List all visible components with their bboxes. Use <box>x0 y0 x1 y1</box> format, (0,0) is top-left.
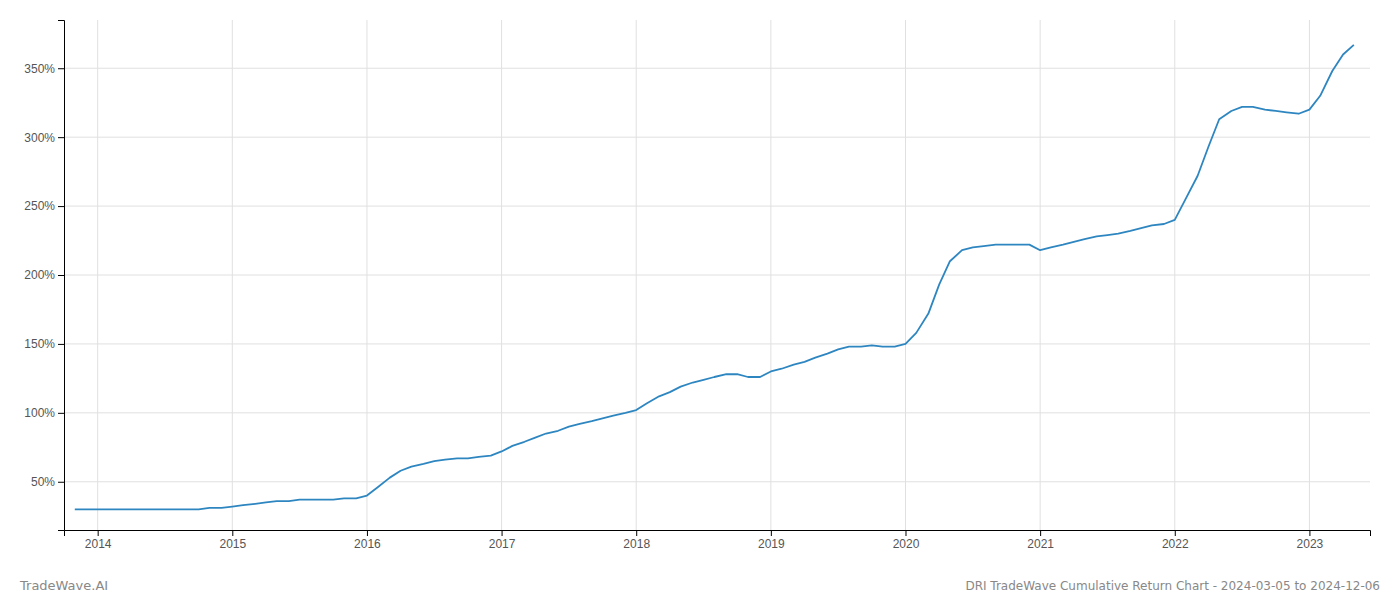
tick-mark <box>58 413 64 414</box>
tick-mark <box>636 530 637 536</box>
tick: 2018 <box>623 530 650 551</box>
tick-mark <box>1040 530 1041 536</box>
tick: 2021 <box>1027 530 1054 551</box>
x-axis: 2014 2015 2016 2017 2018 2019 2020 2021 2022 2023 <box>65 530 1371 551</box>
tick-label: 2015 <box>219 537 246 551</box>
tick-label: 250% <box>24 199 55 213</box>
title: DRI TradeWave Cumulative Return Chart - … <box>965 579 1380 593</box>
tick-mark <box>1309 530 1310 536</box>
grid-line <box>97 20 98 530</box>
axis-line <box>65 531 1371 537</box>
grid-line <box>366 20 367 530</box>
tick-label: 50% <box>31 475 55 489</box>
tick: 350% <box>24 62 64 76</box>
tick-mark <box>1175 530 1176 536</box>
tick-mark <box>58 344 64 345</box>
grid-line <box>232 20 233 530</box>
grid-line <box>64 343 1370 344</box>
line <box>75 45 1354 510</box>
tick: 150% <box>24 337 64 351</box>
grid-line <box>64 481 1370 482</box>
tick-label: 2022 <box>1162 537 1189 551</box>
tick-mark <box>58 206 64 207</box>
tick-label: 200% <box>24 268 55 282</box>
tick: 2014 <box>85 530 112 551</box>
grid-line <box>1174 20 1175 530</box>
grid-line <box>64 412 1370 413</box>
grid-line <box>64 137 1370 138</box>
tick: 2022 <box>1162 530 1189 551</box>
tick: 2017 <box>489 530 516 551</box>
tick-mark <box>367 530 368 536</box>
tick-label: 100% <box>24 406 55 420</box>
tick-label: 2014 <box>85 537 112 551</box>
tick-mark <box>98 530 99 536</box>
grid-line <box>636 20 637 530</box>
tick-label: 2017 <box>489 537 516 551</box>
tick-mark <box>58 275 64 276</box>
tick: 2019 <box>758 530 785 551</box>
grid-line <box>905 20 906 530</box>
tick-mark <box>58 482 64 483</box>
annotation: TradeWave.AI <box>19 578 108 593</box>
tick: 2015 <box>219 530 246 551</box>
tick-mark <box>58 137 64 138</box>
grid-line <box>1040 20 1041 530</box>
grid-line <box>64 275 1370 276</box>
grid-line <box>770 20 771 530</box>
tick: 2016 <box>354 530 381 551</box>
tick-mark <box>232 530 233 536</box>
tick-mark <box>58 68 64 69</box>
marks <box>75 45 1354 510</box>
tick: 2020 <box>893 530 920 551</box>
tick-label: 2016 <box>354 537 381 551</box>
tick-label: 150% <box>24 337 55 351</box>
tick-label: 2021 <box>1027 537 1054 551</box>
chart: 2014 2015 2016 2017 2018 2019 2020 2021 2022 2023… <box>0 0 1400 600</box>
tick-mark <box>905 530 906 536</box>
tick: 2023 <box>1297 530 1324 551</box>
y-axis: 50% 100% 150% 200% 250% 300% 350% <box>24 21 64 531</box>
tick-label: 300% <box>24 131 55 145</box>
tick-label: 2020 <box>893 537 920 551</box>
tick: 300% <box>24 131 64 145</box>
tick: 100% <box>24 406 64 420</box>
tick-label: 2023 <box>1297 537 1324 551</box>
axis-line <box>58 21 65 531</box>
grid <box>64 20 1370 530</box>
grid-line <box>64 68 1370 69</box>
tick: 50% <box>31 475 64 489</box>
tick-label: 2018 <box>623 537 650 551</box>
tick-label: 350% <box>24 62 55 76</box>
grid-line <box>501 20 502 530</box>
plot-area: 2014 2015 2016 2017 2018 2019 2020 2021 2022 2023… <box>24 20 1370 551</box>
grid-line <box>1309 20 1310 530</box>
tick: 200% <box>24 268 64 282</box>
tick-mark <box>771 530 772 536</box>
tick-label: 2019 <box>758 537 785 551</box>
grid-line <box>64 206 1370 207</box>
tick-mark <box>502 530 503 536</box>
tick: 250% <box>24 199 64 213</box>
